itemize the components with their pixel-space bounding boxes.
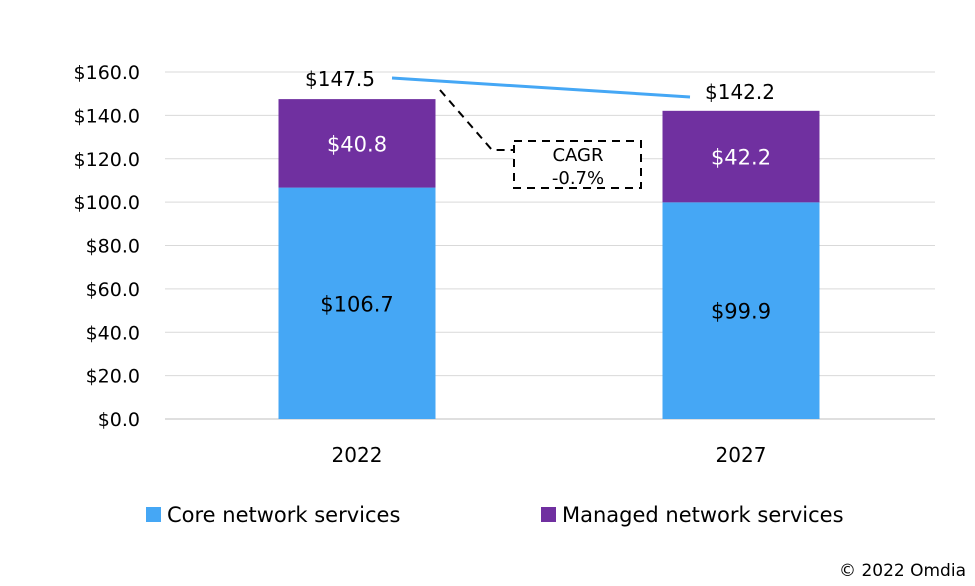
y-tick-label: $100.0	[74, 192, 140, 214]
x-tick-label: 2022	[332, 443, 383, 467]
x-axis: 2022 2027	[332, 443, 767, 467]
y-tick-label: $40.0	[86, 322, 140, 344]
bars	[278, 99, 820, 419]
bar-segment	[662, 202, 820, 419]
cagr-label: CAGR	[552, 145, 603, 166]
total-label: $142.2	[705, 80, 775, 104]
y-axis: $0.0 $20.0 $40.0 $60.0 $80.0 $100.0 $120.0 $140…	[74, 62, 140, 431]
data-label: $106.7	[320, 292, 393, 316]
y-tick-label: $20.0	[86, 366, 140, 388]
bar-segment	[278, 187, 436, 419]
y-tick-label: $80.0	[86, 236, 140, 258]
data-label: $42.2	[711, 146, 771, 170]
cagr-box	[513, 140, 642, 189]
x-tick-label: 2027	[716, 443, 767, 467]
y-tick-label: $0.0	[98, 409, 140, 431]
y-tick-label: $60.0	[86, 279, 140, 301]
y-tick-label: $140.0	[74, 105, 140, 127]
trend-line	[391, 76, 691, 99]
bar-segment	[278, 99, 436, 188]
cagr-annotation: CAGR -0.7% $147.5 $142.2	[305, 67, 775, 189]
legend-swatch-core	[146, 507, 161, 522]
data-label: $40.8	[327, 132, 387, 156]
copyright: © 2022 Omdia	[839, 561, 966, 581]
cagr-leader-line	[439, 89, 514, 151]
data-label: $99.9	[711, 300, 771, 324]
y-tick-label: $120.0	[74, 149, 140, 171]
y-tick-label: $160.0	[74, 62, 140, 84]
legend-swatch-managed	[541, 507, 556, 522]
total-label: $147.5	[305, 67, 375, 91]
cagr-value: -0.7%	[552, 168, 604, 189]
bar-segment	[662, 110, 820, 203]
legend: Core network services Managed network se…	[146, 503, 844, 527]
legend-label-managed: Managed network services	[562, 503, 844, 527]
data-labels: $106.7 $40.8 $99.9 $42.2	[320, 132, 771, 323]
legend-label-core: Core network services	[167, 503, 400, 527]
